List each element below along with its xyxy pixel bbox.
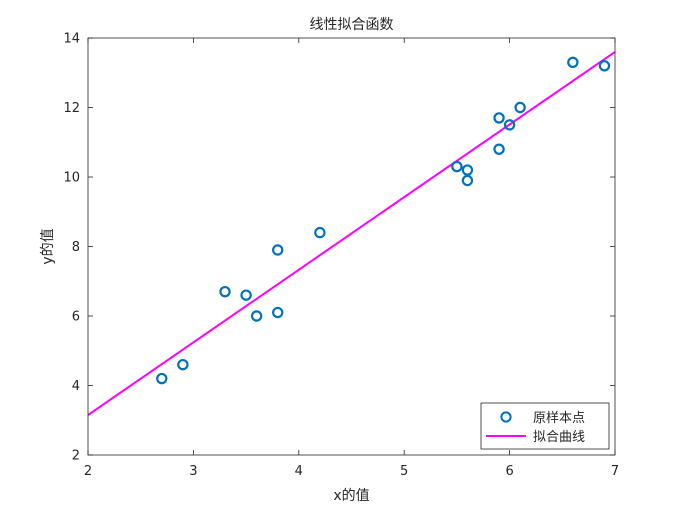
fit-line <box>87 51 616 416</box>
x-tick-label: 3 <box>189 464 197 479</box>
data-point <box>514 101 526 114</box>
data-point <box>156 372 168 385</box>
data-point <box>461 174 474 187</box>
y-tick-label: 14 <box>63 32 80 47</box>
data-point <box>240 289 252 301</box>
data-point <box>493 112 505 124</box>
legend: 原样本点 拟合曲线 <box>480 402 610 450</box>
data-point <box>272 244 284 256</box>
y-tick-label: 10 <box>63 171 80 186</box>
data-point <box>250 310 263 322</box>
legend-marker-circle <box>500 411 512 423</box>
y-tick-label: 12 <box>63 101 80 116</box>
x-tick-label: 2 <box>84 464 92 479</box>
data-point <box>177 358 189 371</box>
data-point <box>219 285 231 298</box>
data-point <box>272 306 284 319</box>
fit-line-layer <box>87 51 616 416</box>
data-point <box>314 226 326 239</box>
x-tick-label: 4 <box>295 464 303 479</box>
scatter-points-layer <box>156 56 611 385</box>
data-point <box>461 164 474 176</box>
y-axis-ticks: 2 4 6 8 10 12 14 <box>63 32 615 464</box>
data-point <box>493 143 505 155</box>
x-tick-label: 5 <box>400 464 408 479</box>
data-point <box>598 60 611 72</box>
y-tick-label: 2 <box>72 449 80 464</box>
y-tick-label: 8 <box>72 240 80 255</box>
x-axis-label: x的值 <box>333 488 369 504</box>
x-tick-label: 6 <box>505 464 513 479</box>
y-axis-label: y的值 <box>40 228 56 264</box>
x-axis-ticks: 2 3 4 5 6 7 <box>84 38 619 479</box>
x-tick-label: 7 <box>611 464 619 479</box>
legend-box <box>480 402 610 450</box>
data-point <box>503 119 516 131</box>
y-tick-label: 4 <box>72 379 80 394</box>
legend-label-samples: 原样本点 <box>533 411 585 426</box>
chart-title: 线性拟合函数 <box>310 17 394 33</box>
data-point <box>567 56 579 69</box>
plot-area <box>88 38 615 455</box>
data-point <box>451 160 463 173</box>
y-tick-label: 6 <box>72 310 80 325</box>
legend-label-fit: 拟合曲线 <box>533 430 585 445</box>
